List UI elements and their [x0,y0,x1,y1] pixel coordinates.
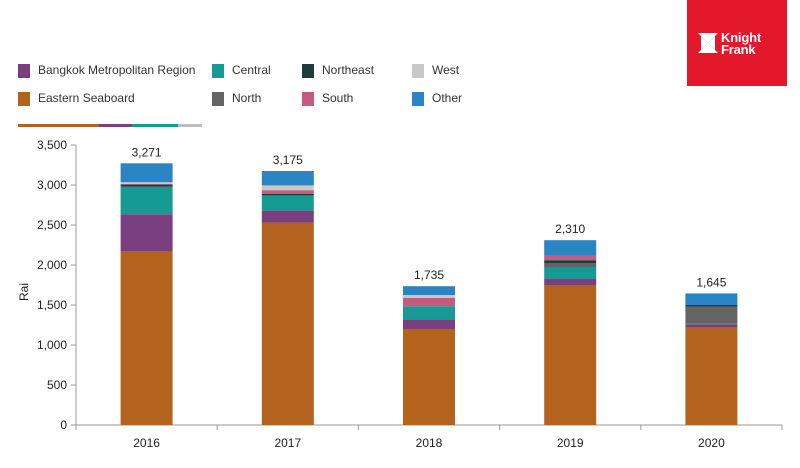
legend-swatch [412,64,424,78]
bar-total-label: 1,735 [414,268,444,282]
bar-segment [403,286,455,295]
bar-segment [685,305,738,307]
y-tick-label: 3,500 [37,138,67,152]
bar-segment [120,182,173,184]
bar-total-label: 1,645 [696,275,726,289]
logo-line-2: Frank [721,42,756,57]
bar-total-label: 2,310 [555,222,585,236]
legend-divider [18,124,202,127]
bar-total-label: 3,175 [273,153,303,167]
legend-swatch [18,64,30,78]
bar-stacks [120,163,738,425]
legend-swatch [18,92,30,106]
bar-segment [120,214,173,252]
legend-swatch [212,92,224,106]
bar-segment [120,163,173,183]
bar-segment [685,306,738,324]
y-tick-label: 500 [47,378,67,392]
y-axis: 0 500 1,000 1,500 2,000 2,500 3,000 3,500 [37,138,77,432]
legend-swatch [212,64,224,78]
x-axis: 2016 2017 2018 2019 2020 [75,424,783,450]
bar-segment [403,329,455,425]
bar-segment [685,327,738,425]
logo-line-1: Knight [721,30,761,45]
bar-segment [261,190,314,194]
bar-segment [261,210,314,223]
bar-segment [544,240,597,255]
bar-segment [544,285,597,425]
bar-segment [544,260,597,263]
bar-segment [261,195,314,211]
legend-swatch [302,92,314,106]
bar-segment [544,267,597,279]
x-tick-label: 2017 [274,436,301,450]
bar-segment [544,255,597,261]
legend-label: Northeast [322,63,375,77]
legend-label: Other [432,91,463,105]
y-tick-label: 0 [60,418,67,432]
legend-label: Central [232,63,271,77]
y-tick-label: 1,000 [37,338,67,352]
bar-segment [685,323,738,325]
bar-segment [120,184,173,187]
x-tick-label: 2020 [698,436,725,450]
bar-segment [261,222,314,425]
legend-label: South [322,91,354,105]
y-tick-label: 1,500 [37,298,67,312]
bar-segment [403,306,455,320]
bar-segment [120,186,173,215]
logo-cross-icon [698,33,718,53]
bar-segment [261,193,314,196]
x-tick-label: 2018 [416,436,443,450]
legend-swatch [412,92,424,106]
y-axis-label: Rai [17,283,31,301]
bar-segment [403,295,455,298]
knight-frank-logo: Knight Frank [687,0,787,86]
legend-label: West [432,63,460,77]
bar-segment [685,293,738,305]
bar-segment [403,319,455,329]
bar-segment [685,324,738,327]
bar-total-label: 3,271 [132,145,162,159]
bar-segment [544,278,597,286]
legend-label: Bangkok Metropolitan Region [38,63,196,77]
legend-swatch [302,64,314,78]
y-tick-label: 2,500 [37,218,67,232]
logo-wordmark: Knight Frank [721,30,761,57]
legend-label: Eastern Seaboard [38,91,135,105]
bar-segment [120,251,173,425]
x-tick-label: 2019 [557,436,584,450]
bar-segment [120,183,173,185]
y-tick-label: 2,000 [37,258,67,272]
legend-label: North [232,91,262,105]
bar-segment [403,297,455,307]
bar-segment [261,171,314,186]
y-tick-label: 3,000 [37,178,67,192]
bar-segment [544,263,597,267]
x-tick-label: 2016 [133,436,160,450]
bar-total-labels: 3,271 3,175 1,735 2,310 1,645 [132,145,727,289]
bar-segment [261,185,314,191]
